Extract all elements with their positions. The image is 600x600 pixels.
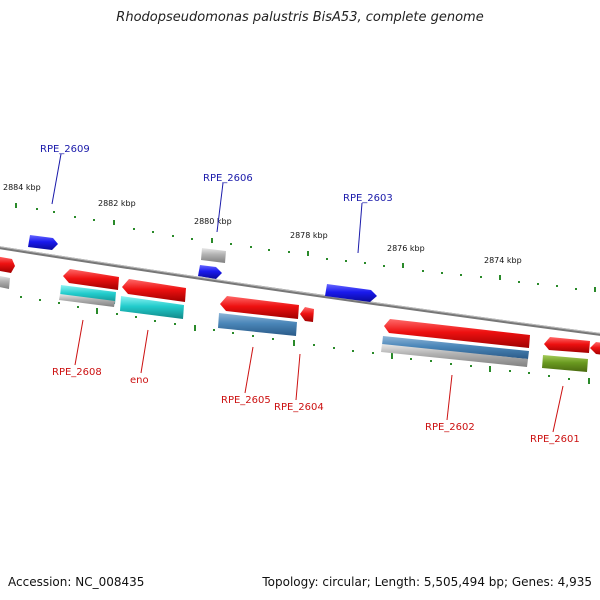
gene-track-cyan-rpe2608	[60, 285, 116, 304]
gene-track-gray-rpe2602	[381, 344, 528, 367]
gene-label-rpe2608[interactable]: RPE_2608	[52, 367, 102, 378]
gene-track-steel-rpe2602	[382, 336, 529, 359]
gene-label-eno[interactable]: eno	[130, 375, 149, 386]
gene-track-gray-rpe2608	[59, 294, 115, 307]
gene-reverse-rpe2601[interactable]	[544, 337, 590, 353]
gene-label-rpe2601[interactable]: RPE_2601	[530, 434, 580, 445]
gene-reverse-rpe2604[interactable]	[300, 307, 314, 322]
scale-label-2880: 2880 kbp	[194, 217, 232, 226]
leader-line-rpe2604	[295, 353, 301, 401]
genome-backbone	[0, 246, 600, 336]
gene-label-rpe2602[interactable]: RPE_2602	[425, 422, 475, 433]
gene-forward-rpe2609[interactable]	[28, 235, 58, 250]
accession-text: Accession: NC_008435	[8, 575, 145, 589]
gene-reverse-rpe2605[interactable]	[220, 296, 299, 319]
gene-label-rpe2606[interactable]: RPE_2606	[203, 173, 253, 184]
scale-label-2874: 2874 kbp	[484, 256, 522, 265]
gene-label-rpe2604[interactable]: RPE_2604	[274, 402, 324, 413]
gene-track-steel-rpe2605	[218, 313, 297, 336]
scale-label-2884: 2884 kbp	[3, 183, 41, 192]
topology-text: Topology: circular; Length: 5,505,494 bp…	[262, 575, 592, 589]
gene-reverse-left-edge[interactable]	[0, 256, 15, 273]
gene-track-gray-rpe2606	[201, 248, 226, 263]
genome-title: Rhodopseudomonas palustris BisA53, compl…	[116, 10, 484, 25]
leader-line-rpe2609	[51, 153, 62, 205]
gene-track-cyan-eno	[120, 296, 184, 319]
leader-line-rpe2605	[244, 346, 254, 394]
leader-line-eno	[140, 329, 149, 374]
gene-label-rpe2609[interactable]: RPE_2609	[40, 144, 90, 155]
gene-track-gray-left-edge	[0, 276, 10, 289]
scale-label-2878: 2878 kbp	[290, 231, 328, 240]
lower-tick-ring	[20, 296, 590, 384]
leader-line-rpe2603	[357, 202, 363, 254]
leader-line-rpe2601	[552, 385, 564, 433]
gene-reverse-rpe2602[interactable]	[384, 319, 530, 348]
gene-reverse-eno[interactable]	[122, 279, 186, 302]
gene-track-olive-rpe2601	[542, 355, 588, 372]
gene-label-rpe2605[interactable]: RPE_2605	[221, 395, 271, 406]
upper-tick-ring	[15, 203, 596, 292]
gene-reverse-rpe2608[interactable]	[63, 269, 119, 290]
gene-reverse-right-edge[interactable]	[590, 342, 600, 355]
scale-label-2882: 2882 kbp	[98, 199, 136, 208]
leader-line-rpe2602	[446, 374, 453, 421]
leader-line-rpe2608	[74, 319, 84, 366]
scale-label-2876: 2876 kbp	[387, 244, 425, 253]
gene-label-rpe2603[interactable]: RPE_2603	[343, 193, 393, 204]
gene-forward-rpe2607[interactable]	[198, 265, 222, 279]
gene-forward-rpe2603[interactable]	[325, 284, 377, 302]
leader-line-rpe2606	[216, 182, 224, 233]
